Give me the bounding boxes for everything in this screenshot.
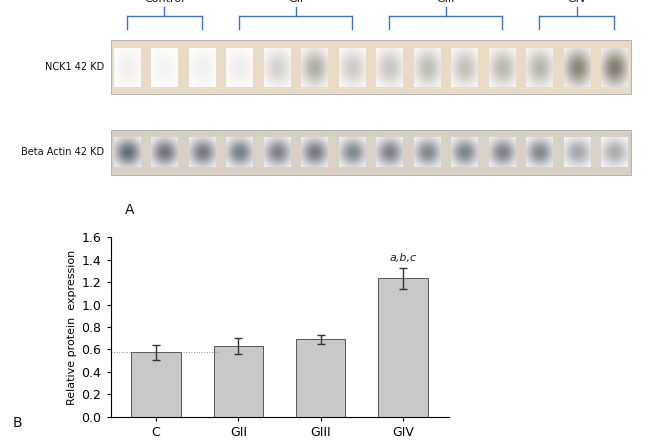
Bar (378, 278, 428, 417)
Text: A: A (125, 203, 135, 217)
Bar (111, 40, 630, 94)
Bar (131, 352, 181, 417)
Text: GII: GII (288, 0, 303, 4)
Text: Beta Actin 42 KD: Beta Actin 42 KD (21, 147, 104, 157)
Bar (296, 340, 345, 417)
Text: B: B (13, 416, 23, 430)
Bar (111, 130, 630, 175)
Text: NCK1 42 KD: NCK1 42 KD (45, 62, 104, 72)
Text: GIV: GIV (567, 0, 586, 4)
Text: Control: Control (144, 0, 185, 4)
Y-axis label: Relative protein  expression: Relative protein expression (68, 250, 77, 405)
Bar (214, 346, 263, 417)
Text: a,b,c: a,b,c (389, 253, 417, 263)
Text: GIII: GIII (436, 0, 455, 4)
